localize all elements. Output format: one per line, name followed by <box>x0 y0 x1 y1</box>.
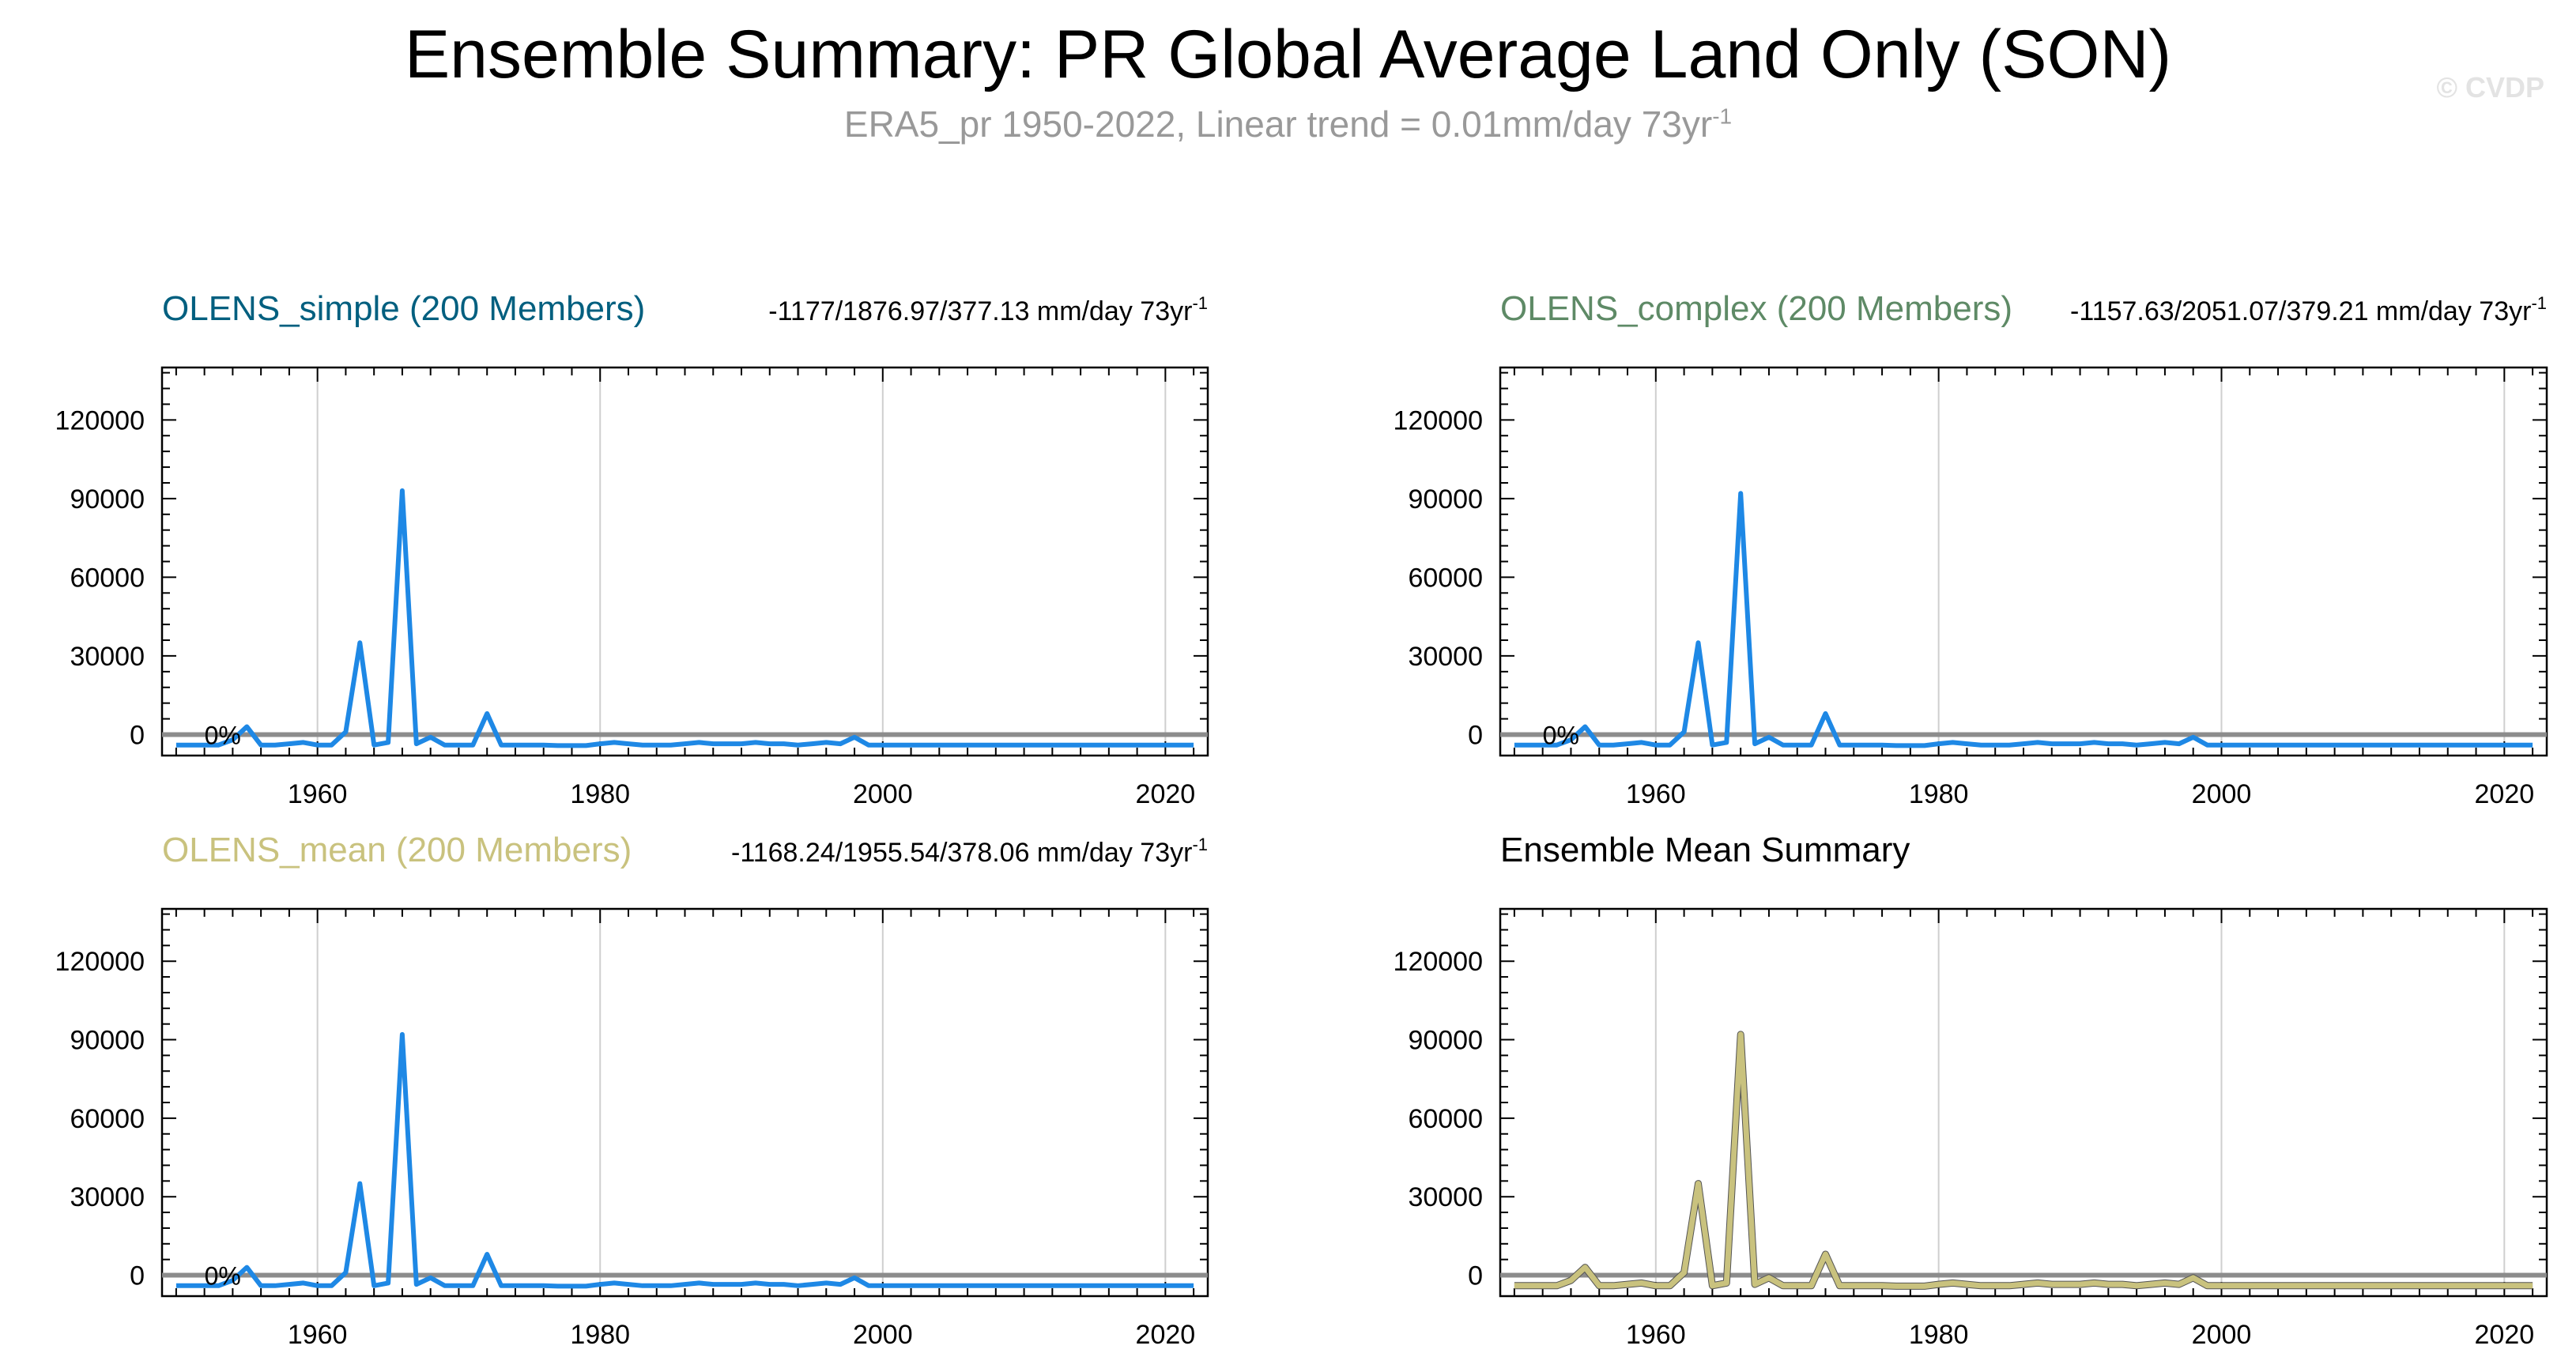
x-tick-label: 1960 <box>288 1320 348 1350</box>
x-tick-label: 2020 <box>2475 779 2535 809</box>
panel-title: OLENS_complex (200 Members) <box>1500 289 2012 328</box>
panel-mean: 1960 1980 2000 2020 0 30000 60000 90000 120000 0%… <box>55 831 1209 1350</box>
observed-series-line <box>1514 491 2533 748</box>
panel-complex: 1960 1980 2000 2020 0 30000 60000 90000 120000 0%… <box>1394 289 2548 809</box>
y-tick-label: 0 <box>130 720 145 750</box>
x-tick-label: 1980 <box>1909 1320 1969 1350</box>
x-tick-label: 1960 <box>1626 1320 1686 1350</box>
observed-series-line <box>175 1031 1194 1289</box>
y-tick-label: 30000 <box>70 642 145 672</box>
y-tick-label: 90000 <box>1408 484 1483 514</box>
y-tick-label: 0 <box>130 1261 145 1291</box>
panel-title: OLENS_simple (200 Members) <box>162 289 645 328</box>
y-tick-label: 120000 <box>55 947 145 977</box>
y-tick-label: 0 <box>1468 720 1483 750</box>
panel-stats: -1168.24/1955.54/378.06 mm/day 73yr-1 <box>731 835 1208 868</box>
x-tick-label: 1980 <box>1909 779 1969 809</box>
x-tick-label: 2000 <box>853 1320 913 1350</box>
y-tick-label: 60000 <box>70 1104 145 1134</box>
y-tick-label: 120000 <box>1394 947 1483 977</box>
panel-stats: -1157.63/2051.07/379.21 mm/day 73yr-1 <box>2070 293 2547 326</box>
y-tick-label: 120000 <box>1394 405 1483 435</box>
page-subtitle: ERA5_pr 1950-2022, Linear trend = 0.01mm… <box>0 103 2576 145</box>
x-tick-label: 1960 <box>1626 779 1686 809</box>
y-tick-label: 60000 <box>1408 563 1483 593</box>
y-tick-label: 0 <box>1468 1261 1483 1291</box>
ensemble-mean-shadow-line <box>1514 1031 2533 1290</box>
percent-label: 0% <box>205 721 241 749</box>
percent-label: 0% <box>1543 721 1579 749</box>
panel-title: OLENS_mean (200 Members) <box>162 831 632 869</box>
plot-frame <box>160 907 1209 1298</box>
plot-frame <box>160 366 1209 757</box>
x-tick-label: 2000 <box>2192 779 2252 809</box>
y-tick-label: 30000 <box>1408 1182 1483 1212</box>
ensemble-mean-line <box>1514 1031 2533 1289</box>
y-tick-label: 120000 <box>55 405 145 435</box>
x-tick-label: 2020 <box>2475 1320 2535 1350</box>
panel-stats: -1177/1876.97/377.13 mm/day 73yr-1 <box>768 293 1208 326</box>
x-tick-label: 1960 <box>288 779 348 809</box>
percent-label: 0% <box>205 1262 241 1291</box>
plot-frame <box>1499 907 2548 1298</box>
y-tick-label: 90000 <box>70 484 145 514</box>
x-tick-label: 1980 <box>570 1320 630 1350</box>
y-tick-label: 90000 <box>1408 1026 1483 1056</box>
y-tick-label: 30000 <box>70 1182 145 1212</box>
subtitle-text: ERA5_pr 1950-2022, Linear trend = 0.01mm… <box>843 104 1713 145</box>
y-tick-label: 90000 <box>70 1026 145 1056</box>
subtitle-superscript: -1 <box>1712 104 1733 129</box>
y-tick-label: 60000 <box>1408 1104 1483 1134</box>
plot-frame <box>1499 366 2548 757</box>
panel-title: Ensemble Mean Summary <box>1500 831 1910 869</box>
observed-series-line <box>175 488 1194 748</box>
x-tick-label: 2020 <box>1136 779 1196 809</box>
x-tick-label: 2020 <box>1136 1320 1196 1350</box>
watermark: © CVDP <box>2436 71 2544 104</box>
y-tick-label: 30000 <box>1408 642 1483 672</box>
page-title: Ensemble Summary: PR Global Average Land… <box>404 17 2172 92</box>
x-tick-label: 1980 <box>570 779 630 809</box>
panel-ensemble: 1960 1980 2000 2020 0 30000 60000 90000 120000 En… <box>1394 831 2548 1350</box>
panel-simple: 1960 1980 2000 2020 0 30000 60000 90000 120000 0%… <box>55 289 1209 809</box>
y-tick-label: 60000 <box>70 563 145 593</box>
x-tick-label: 2000 <box>2192 1320 2252 1350</box>
x-tick-label: 2000 <box>853 779 913 809</box>
